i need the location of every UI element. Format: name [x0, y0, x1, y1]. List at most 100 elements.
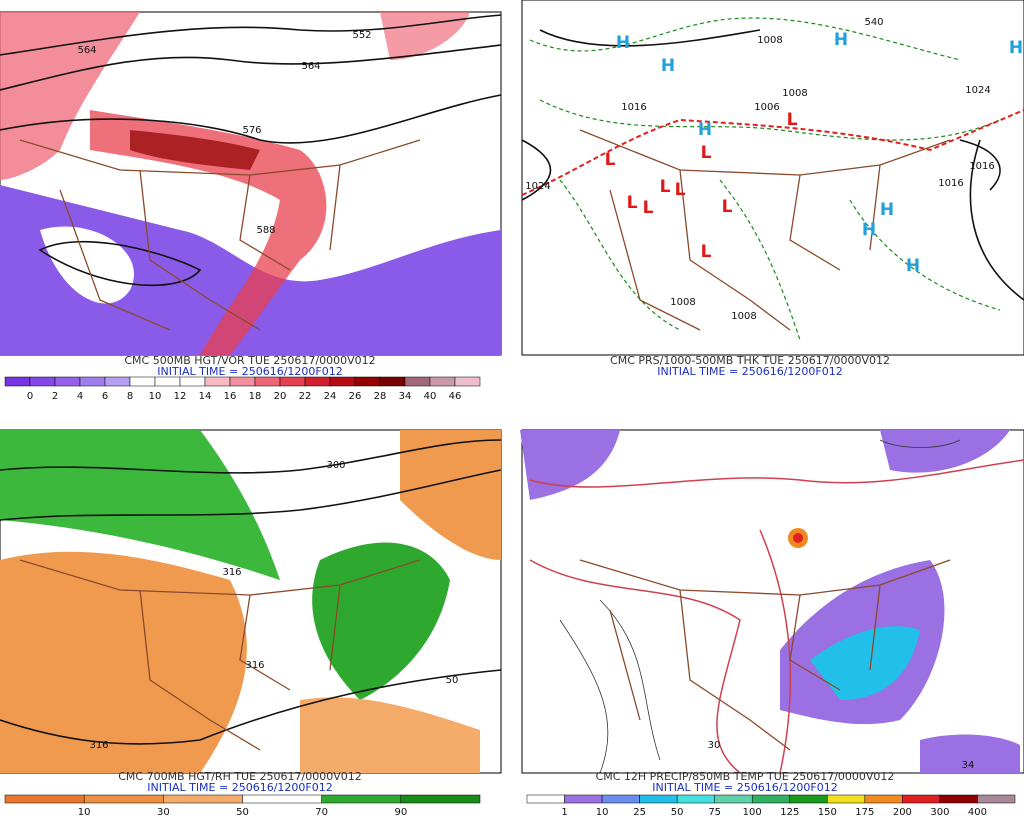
colorbar-label: 16 — [224, 391, 237, 402]
high-pressure: H — [880, 200, 894, 220]
colorbar-label: 30 — [157, 807, 170, 818]
colorbar-label: 20 — [274, 391, 287, 402]
high-pressure: H — [698, 120, 712, 140]
init-time: INITIAL TIME = 250616/1200F012 — [147, 781, 332, 794]
colorbar-swatch — [864, 794, 903, 804]
contour-label: 50 — [446, 675, 459, 686]
colorbar-swatch — [329, 376, 356, 387]
contour-label: 34 — [962, 760, 975, 771]
colorbar-label: 24 — [324, 391, 337, 402]
colorbar-label: 8 — [127, 391, 133, 402]
colorbar-swatch — [354, 376, 381, 387]
colorbar-label: 46 — [449, 391, 462, 402]
colorbar-swatch — [79, 376, 106, 387]
height-contours — [0, 14, 502, 287]
colorbar-swatch — [827, 794, 866, 804]
contour-label: 1024 — [965, 85, 990, 96]
colorbar-label: 28 — [374, 391, 387, 402]
map-title: CMC PRS/1000-500MB THK TUE 250617/0000V0… — [610, 354, 890, 367]
colorbar-label: 100 — [743, 807, 762, 818]
colorbar-swatch — [4, 794, 85, 804]
colorbar-swatch — [789, 794, 828, 804]
colorbar-swatch — [279, 376, 306, 387]
temperature-contours — [529, 439, 1024, 774]
colorbar-swatch — [526, 794, 565, 804]
colorbar-label: 70 — [315, 807, 328, 818]
colorbar-label: 22 — [299, 391, 312, 402]
colorbar-label: 50 — [236, 807, 249, 818]
colorbar-label: 26 — [349, 391, 362, 402]
colorbar-swatch — [179, 376, 206, 387]
low-pressure: L — [787, 110, 798, 130]
colorbar-swatch — [4, 376, 31, 387]
political-borders — [579, 559, 951, 751]
colorbar-swatch — [29, 376, 56, 387]
low-pressure: L — [660, 177, 671, 197]
contour-label: 540 — [864, 17, 883, 28]
colorbar-swatch — [254, 376, 281, 387]
colorbar-label: 2 — [52, 391, 58, 402]
colorbar-label: 200 — [893, 807, 912, 818]
political-borders — [19, 139, 421, 331]
colorbar-swatch — [939, 794, 978, 804]
low-pressure: L — [605, 150, 616, 170]
colorbar-label: 10 — [596, 807, 609, 818]
contour-label: 316 — [89, 740, 108, 751]
colorbar-swatch — [379, 376, 406, 387]
map-frame — [521, 0, 1024, 356]
political-borders — [579, 129, 951, 331]
colorbar-swatch — [304, 376, 331, 387]
colorbar-label: 300 — [930, 807, 949, 818]
low-pressure: L — [643, 198, 654, 218]
contour-label: 588 — [256, 225, 275, 236]
colorbar-swatch — [676, 794, 715, 804]
low-pressure: L — [722, 197, 733, 217]
vorticity-shading — [0, 12, 501, 355]
low-pressure: L — [675, 180, 686, 200]
colorbar-swatch — [204, 376, 231, 387]
colorbar-swatch — [321, 794, 402, 804]
height-contours — [0, 439, 502, 745]
colorbar-swatch — [229, 376, 256, 387]
high-pressure: H — [862, 220, 876, 240]
contour-label: 576 — [242, 125, 261, 136]
map-title: CMC 500MB HGT/VOR TUE 250617/0000V012 — [124, 354, 375, 367]
colorbar-swatch — [902, 794, 941, 804]
colorbar-label: 125 — [780, 807, 799, 818]
colorbar-label: 75 — [708, 807, 721, 818]
colorbar-label: 25 — [633, 807, 646, 818]
map-title: CMC 700MB HGT/RH TUE 250617/0000V012 — [118, 770, 362, 783]
high-pressure: H — [906, 256, 920, 276]
colorbar-label: 12 — [174, 391, 187, 402]
colorbar-label: 14 — [199, 391, 212, 402]
colorbar-label: 40 — [424, 391, 437, 402]
high-pressure: H — [1009, 38, 1023, 58]
contour-label: 1016 — [969, 161, 994, 172]
colorbar-label: 10 — [78, 807, 91, 818]
colorbar-label: 50 — [671, 807, 684, 818]
colorbar-swatch — [429, 376, 456, 387]
high-pressure: H — [661, 56, 675, 76]
contour-label: 1016 — [938, 178, 963, 189]
colorbar-swatch — [83, 794, 164, 804]
colorbar-swatch — [104, 376, 131, 387]
contour-label: 316 — [222, 567, 241, 578]
colorbar-label: 90 — [394, 807, 407, 818]
contour-label: 1024 — [525, 181, 550, 192]
colorbar-swatch — [454, 376, 481, 387]
contour-label: 1016 — [621, 102, 646, 113]
colorbar-swatch — [129, 376, 156, 387]
high-pressure: H — [616, 33, 630, 53]
colorbar-label: 175 — [855, 807, 874, 818]
colorbar-label: 6 — [102, 391, 108, 402]
low-pressure: L — [627, 193, 638, 213]
colorbar-swatch — [564, 794, 603, 804]
map-frame — [521, 429, 1024, 774]
precip-shading — [520, 430, 1020, 773]
contour-label: 1008 — [731, 311, 756, 322]
low-pressure: L — [701, 143, 712, 163]
contour-label: 1008 — [757, 35, 782, 46]
contour-label: 564 — [301, 61, 320, 72]
map-title: CMC 12H PRECIP/850MB TEMP TUE 250617/000… — [596, 770, 895, 783]
